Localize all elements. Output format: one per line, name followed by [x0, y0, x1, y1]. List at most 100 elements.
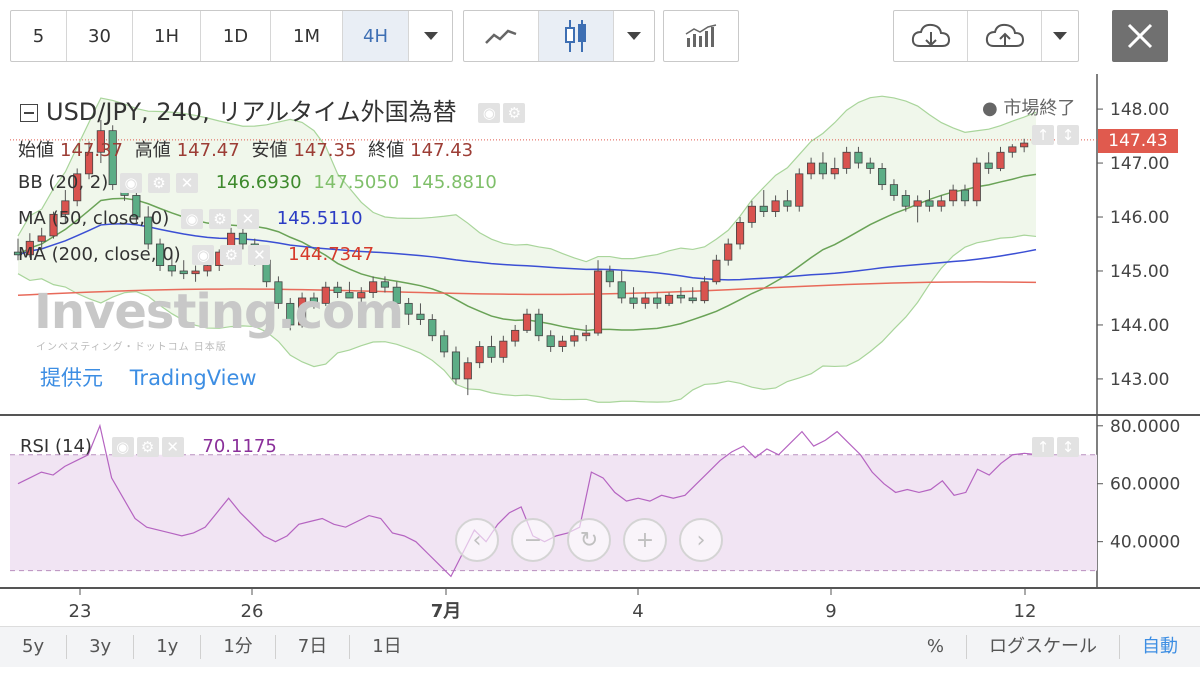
bb-lower-value: 145.8810: [410, 172, 497, 193]
close-icon[interactable]: ✕: [248, 245, 271, 265]
interval-30[interactable]: 30: [67, 11, 133, 61]
provider-link[interactable]: TradingView: [129, 366, 257, 390]
layout-dropdown[interactable]: [1042, 11, 1078, 61]
chevron-left-icon: ‹: [472, 527, 482, 553]
cloud-download-icon: [911, 23, 950, 47]
candle-down: [783, 200, 792, 207]
interval-1h[interactable]: 1H: [133, 11, 201, 61]
candle-down: [676, 294, 685, 299]
rsi-band-fill: [10, 454, 1097, 571]
bb-upper-value: 147.5050: [313, 172, 400, 193]
candle-down: [392, 286, 401, 304]
gear-icon[interactable]: ⚙: [208, 209, 231, 229]
arrow-up-icon[interactable]: ↑: [1032, 436, 1054, 457]
zoom-in-button[interactable]: +: [623, 518, 667, 562]
candle-up: [807, 162, 816, 175]
cloud-upload-icon: [985, 23, 1024, 47]
candle-down: [889, 184, 899, 196]
watermark-logo: Investing.com: [34, 284, 404, 340]
arrow-updown-icon[interactable]: ↕: [1057, 124, 1079, 145]
arrow-updown-icon[interactable]: ↕: [1057, 436, 1079, 457]
candle-up: [712, 259, 721, 283]
gear-icon[interactable]: ⚙: [136, 437, 159, 457]
eye-icon[interactable]: ◉: [180, 209, 203, 229]
range-3y[interactable]: 3y: [67, 635, 135, 659]
candle-down: [238, 232, 247, 245]
close-icon[interactable]: ✕: [161, 437, 184, 457]
last-price-tag: 147.43: [1098, 129, 1178, 153]
close-label: 終値: [368, 140, 405, 161]
interval-1m[interactable]: 1M: [271, 11, 343, 61]
x-tick-label: 12: [1014, 601, 1037, 622]
log-scale-button[interactable]: ログスケール: [967, 635, 1120, 659]
interval-1d[interactable]: 1D: [201, 11, 271, 61]
interval-5[interactable]: 5: [11, 11, 67, 61]
interval-group: 5 30 1H 1D 1M 4H: [10, 10, 453, 62]
range-1y[interactable]: 1y: [134, 635, 202, 659]
candle-down: [404, 302, 413, 315]
eye-icon[interactable]: ◉: [111, 437, 134, 457]
gear-icon[interactable]: ⚙: [503, 103, 526, 123]
eye-icon[interactable]: ◉: [478, 103, 501, 123]
candle-up: [842, 151, 851, 169]
candle-up: [700, 281, 709, 302]
range-5y[interactable]: 5y: [0, 635, 68, 659]
candle-down: [179, 270, 188, 275]
rsi-tick-label: 60.0000: [1110, 475, 1180, 495]
zoom-out-button[interactable]: −: [511, 518, 555, 562]
chart-type-dropdown[interactable]: [614, 11, 654, 61]
bollinger-band-fill: [18, 96, 1036, 403]
candle-up: [522, 313, 532, 331]
candle-up: [996, 151, 1005, 169]
indicators-button[interactable]: [664, 11, 738, 61]
high-value: 147.47: [176, 140, 240, 161]
line-chart-button[interactable]: [464, 11, 540, 61]
range-7d[interactable]: 7日: [276, 635, 351, 659]
ma50-value: 145.5110: [276, 208, 363, 229]
candle-up: [357, 292, 366, 299]
range-bar: 5y 3y 1y 1分 7日 1日 % ログスケール 自動: [0, 626, 1200, 667]
range-1min[interactable]: 1分: [201, 635, 276, 659]
rsi-tick-label: 80.0000: [1110, 417, 1180, 437]
collapse-icon[interactable]: [20, 104, 38, 122]
rsi-label: RSI (14): [20, 436, 92, 457]
reset-button[interactable]: ↻: [567, 518, 611, 562]
close-button[interactable]: [1112, 10, 1168, 62]
candle-down: [13, 251, 23, 256]
market-status: ● 市場終了: [982, 98, 1076, 119]
eye-icon[interactable]: ◉: [120, 173, 142, 193]
save-layout-button[interactable]: [968, 11, 1042, 61]
interval-4h[interactable]: 4H: [343, 11, 409, 61]
candle-up: [203, 265, 212, 272]
percent-scale-button[interactable]: %: [905, 635, 967, 659]
candle-down: [617, 281, 626, 299]
candle-up: [369, 281, 378, 293]
range-1d[interactable]: 1日: [372, 636, 402, 657]
candle-up: [61, 200, 70, 215]
scroll-left-button[interactable]: ‹: [455, 518, 499, 562]
provider-credit: 提供元 TradingView: [40, 362, 257, 392]
arrow-up-icon[interactable]: ↑: [1032, 124, 1054, 145]
open-label: 始値: [18, 140, 54, 161]
candle-down: [167, 265, 176, 272]
eye-icon[interactable]: ◉: [192, 245, 215, 265]
candle-up: [84, 151, 94, 175]
candle-down: [451, 351, 461, 380]
candle-up: [475, 346, 484, 364]
price-tick-label: 146.00: [1110, 208, 1169, 228]
interval-dropdown[interactable]: [409, 11, 452, 61]
load-layout-button[interactable]: [894, 11, 968, 61]
x-tick-label: 4: [632, 601, 643, 622]
auto-scale-button[interactable]: 自動: [1142, 636, 1178, 657]
ma200-value: 144.7347: [288, 244, 375, 265]
close-icon[interactable]: ✕: [236, 209, 259, 229]
open-value: 147.37: [60, 140, 123, 161]
candle-up: [830, 168, 839, 175]
gear-icon[interactable]: ⚙: [148, 173, 170, 193]
candle-up: [972, 162, 981, 202]
close-icon[interactable]: ✕: [176, 173, 198, 193]
scroll-right-button[interactable]: ›: [679, 518, 723, 562]
gear-icon[interactable]: ⚙: [220, 245, 243, 265]
ma200-line: [17, 281, 1037, 297]
candlestick-button[interactable]: [539, 11, 615, 61]
